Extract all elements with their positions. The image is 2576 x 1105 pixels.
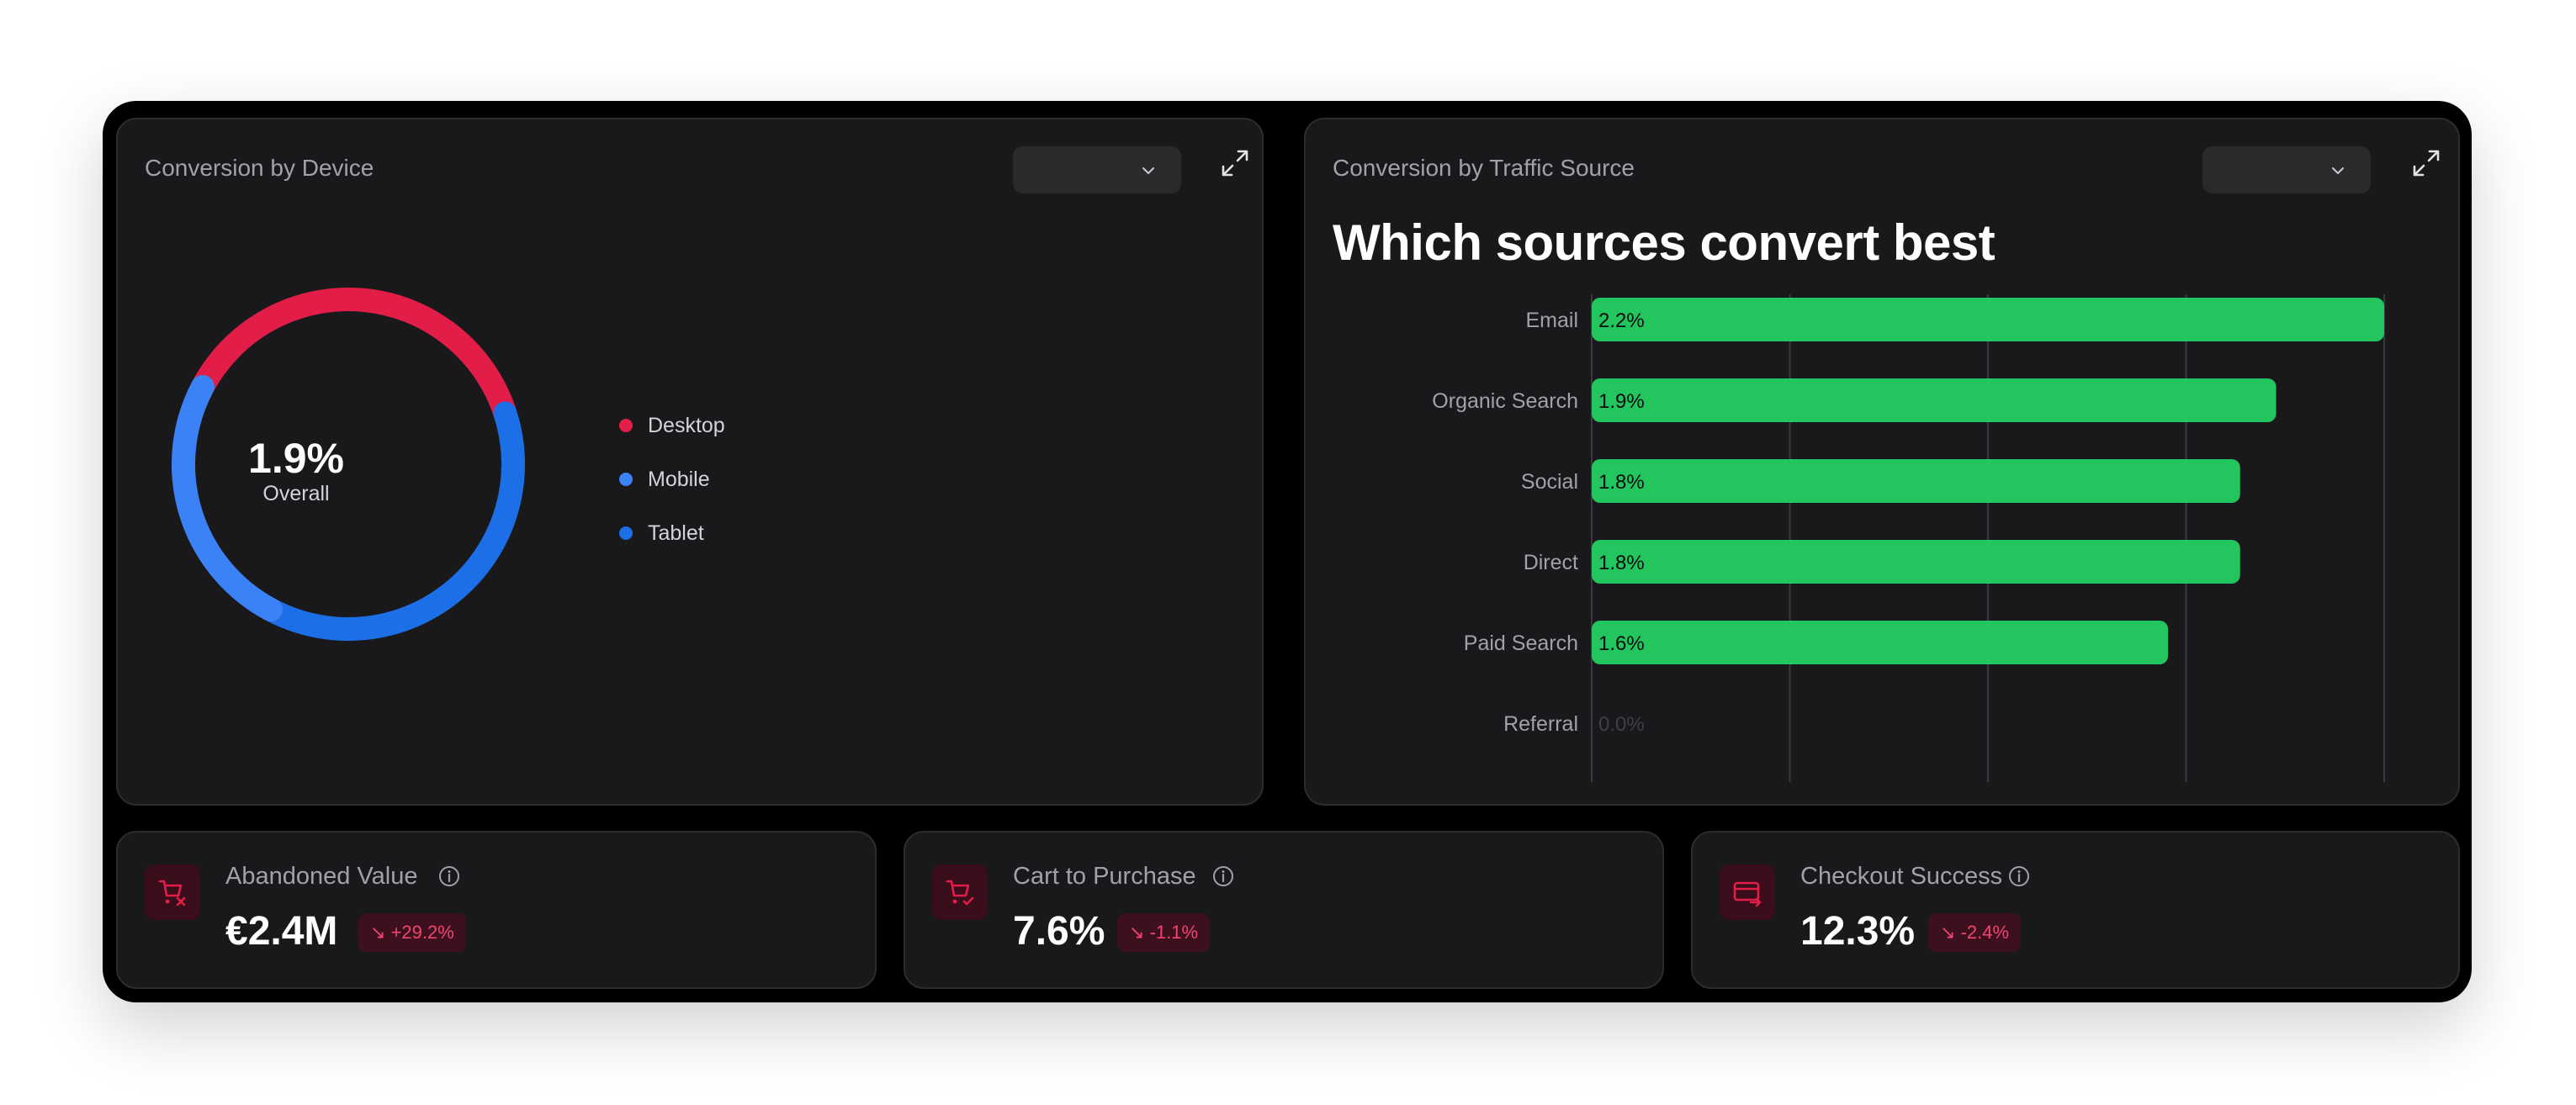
data-label: 1.8% [1598, 471, 1645, 494]
data-label: 1.8% [1598, 552, 1645, 574]
donut-segment-tablet[interactable] [258, 401, 525, 641]
kpi-icon-badge [1720, 864, 1775, 920]
legend-dot-mobile [619, 473, 633, 486]
chevron-down-icon [2331, 167, 2345, 175]
device-donut-chart [172, 288, 525, 641]
kpi-icon-badge [932, 864, 988, 920]
data-label: 0.0% [1598, 713, 1645, 736]
data-label: 1.6% [1598, 632, 1645, 655]
category-label: Direct [1524, 551, 1578, 574]
category-label: Email [1525, 309, 1578, 332]
category-label: Social [1521, 470, 1578, 494]
device-filter-dropdown[interactable] [1013, 146, 1181, 193]
expand-icon[interactable] [2408, 145, 2445, 182]
legend-label: Mobile [648, 468, 710, 491]
traffic-filter-dropdown[interactable] [2202, 146, 2371, 193]
trend-down-icon: ↘ [1129, 922, 1145, 943]
kpi-card-cart-to-purchase: Cart to Purchase 7.6% ↘ -1.1% [904, 831, 1664, 989]
category-label: Organic Search [1432, 389, 1578, 413]
kpi-card-checkout-success: Checkout Success 12.3% ↘ -2.4% [1691, 831, 2460, 989]
bar[interactable] [1592, 540, 2240, 584]
change-badge: ↘ -1.1% [1117, 913, 1211, 952]
overall-label: Overall [262, 482, 330, 505]
legend-item-mobile: Mobile [619, 468, 710, 492]
donut-center: 1.9% Overall [188, 436, 404, 506]
kpi-label: Cart to Purchase [1013, 863, 1196, 890]
card-title: Conversion by Device [145, 155, 374, 181]
chevron-down-icon [1142, 167, 1155, 175]
card-title: Conversion by Traffic Source [1333, 155, 1635, 181]
kpi-label: Checkout Success [1800, 863, 2003, 890]
donut-segment-mobile[interactable] [172, 374, 283, 622]
overall-conversion-value: 1.9% [248, 435, 344, 482]
legend-label: Tablet [648, 521, 704, 545]
kpi-value: €2.4M [225, 909, 338, 954]
bar[interactable] [1592, 298, 2384, 341]
category-label: Referral [1503, 712, 1578, 736]
change-badge: ↘ +29.2% [358, 913, 466, 952]
trend-down-icon: ↘ [1940, 922, 1956, 943]
trend-down-icon: ↘ [370, 922, 386, 943]
chart-headline: Which sources convert best [1333, 214, 1996, 271]
traffic-source-card: Conversion by Traffic Source Which sourc… [1304, 118, 2460, 806]
bar[interactable] [1592, 459, 2240, 503]
bar[interactable] [1592, 378, 2277, 422]
info-icon[interactable] [437, 864, 461, 888]
category-label: Paid Search [1464, 632, 1578, 655]
data-label: 1.9% [1598, 390, 1645, 413]
legend-dot-desktop [619, 419, 633, 432]
card-arrow-icon [1733, 881, 1762, 907]
kpi-value: 7.6% [1013, 909, 1105, 954]
kpi-value: 12.3% [1800, 909, 1916, 954]
legend-label: Desktop [648, 414, 725, 437]
device-conversion-card: Conversion by Device 1.9% Overall Deskto… [116, 118, 1264, 806]
bar[interactable] [1592, 621, 2169, 664]
kpi-card-abandoned-value: Abandoned Value €2.4M ↘ +29.2% [116, 831, 877, 989]
donut-segment-desktop[interactable] [190, 288, 517, 426]
traffic-bar-chart: Email 2.2% Organic Search 1.9% Social 1.8% Dir… [1432, 294, 2385, 782]
kpi-label: Abandoned Value [225, 863, 418, 890]
legend-dot-tablet [619, 526, 633, 540]
change-badge: ↘ -2.4% [1928, 913, 2022, 952]
cart-check-icon [946, 880, 974, 906]
data-label: 2.2% [1598, 309, 1645, 332]
change-value: +29.2% [390, 922, 454, 943]
info-icon[interactable] [1211, 864, 1235, 888]
change-value: -1.1% [1149, 922, 1199, 943]
legend-item-tablet: Tablet [619, 521, 704, 546]
legend-item-desktop: Desktop [619, 414, 725, 438]
expand-icon[interactable] [1216, 145, 1254, 182]
cart-x-icon [158, 880, 186, 907]
dashboard-shell: Conversion by Device 1.9% Overall Deskto… [103, 101, 2472, 1002]
kpi-icon-badge [145, 864, 200, 920]
info-icon[interactable] [2007, 864, 2031, 888]
change-value: -2.4% [1960, 922, 2010, 943]
